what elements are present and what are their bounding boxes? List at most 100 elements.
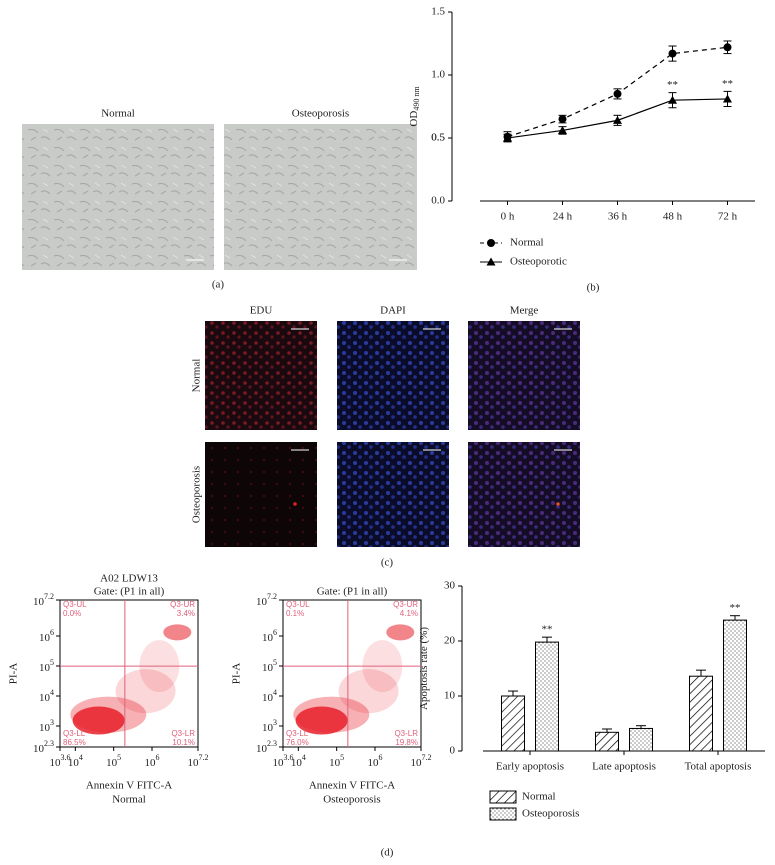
- x-tick-label: 36 h: [608, 211, 628, 223]
- y-tick-label: 107.2: [33, 592, 54, 608]
- red-cell: [556, 502, 560, 506]
- y-tick-label-base: 10: [262, 692, 274, 704]
- column-label: EDU: [250, 305, 273, 317]
- x-tick-label: 105: [329, 753, 344, 769]
- quadrant-percent: 19.8%: [395, 738, 418, 747]
- x-tick-label-base: 10: [68, 757, 80, 769]
- cell-cloud: [70, 696, 147, 733]
- data-point: [723, 94, 732, 103]
- y-tick-label-base: 10: [39, 722, 51, 734]
- cell-cloud: [338, 669, 399, 714]
- x-tick-label: 103.6: [50, 753, 71, 769]
- x-tick-label: 104: [68, 753, 83, 769]
- y-tick-label-base: 10: [262, 662, 274, 674]
- data-point: [503, 133, 512, 142]
- x-tick-label: 106: [368, 753, 383, 769]
- x-tick-label-exponent: 5: [340, 753, 344, 762]
- y-tick-label-exponent: 2.3: [44, 739, 54, 748]
- fluorescence-image: [337, 321, 449, 430]
- x-tick-label-exponent: 3.6: [284, 753, 294, 762]
- x-tick-label-base: 10: [145, 757, 157, 769]
- legend-swatch: [489, 807, 517, 821]
- y-tick-label-exponent: 3: [50, 718, 54, 727]
- data-point: [668, 95, 677, 104]
- red-cell: [293, 502, 297, 506]
- x-tick-label-exponent: 6: [156, 753, 160, 762]
- quadrant-percent: 4.1%: [400, 609, 418, 618]
- x-tick-label-exponent: 7.2: [422, 753, 432, 762]
- y-tick-label: 10: [444, 690, 456, 702]
- cell-cloud: [386, 624, 415, 641]
- y-tick-label: 0.0: [431, 195, 445, 207]
- legend-label: Normal: [510, 237, 544, 249]
- quadrant-percent: 0.1%: [286, 609, 304, 618]
- plot-frame: [59, 599, 199, 748]
- y-axis-label-text: OD: [408, 111, 420, 127]
- y-tick-label-exponent: 4: [273, 688, 277, 697]
- quadrant-name: Q3-UR: [393, 600, 418, 609]
- y-axis-label: Apoptosis rate (%): [418, 627, 430, 710]
- quadrant-percent: 10.1%: [172, 738, 195, 747]
- x-tick-label: 104: [291, 753, 306, 769]
- y-tick-label: 20: [444, 635, 456, 647]
- quadrant-name: Q3-UL: [63, 600, 87, 609]
- x-axis-label: Annexin V FITC-A: [309, 780, 395, 792]
- x-tick-label: 107.2: [188, 753, 209, 769]
- quadrant-percent: 86.5%: [63, 738, 86, 747]
- y-axis-label-text: Apoptosis rate (%): [418, 627, 430, 710]
- y-tick-label: 104: [262, 688, 277, 704]
- x-tick-label-exponent: 6: [379, 753, 383, 762]
- y-tick-label-base: 10: [256, 743, 268, 755]
- y-tick-label-base: 10: [262, 722, 274, 734]
- quadrant-name: Q3-UR: [170, 600, 195, 609]
- column-label: Merge: [510, 305, 539, 317]
- bar: [535, 641, 559, 752]
- y-tick-label: 0: [450, 745, 456, 757]
- x-tick-label: 103.6: [273, 753, 294, 769]
- y-tick-label-exponent: 6: [50, 628, 54, 637]
- y-tick-label: 107.2: [256, 592, 277, 608]
- x-tick-label-base: 10: [273, 757, 285, 769]
- y-tick-label-exponent: 3: [273, 718, 277, 727]
- significance-mark: **: [730, 602, 741, 614]
- y-tick-label-base: 10: [256, 596, 268, 608]
- y-tick-label: 105: [262, 658, 277, 674]
- y-tick-label: 103: [39, 718, 54, 734]
- fluorescence-image: [337, 442, 449, 547]
- flow-title: Gate: (P1 in all): [94, 586, 165, 598]
- data-point: [668, 49, 677, 58]
- x-tick-label-base: 10: [368, 757, 380, 769]
- micrograph-label: Normal: [101, 108, 135, 120]
- row-label: Osteoporosis: [191, 466, 203, 523]
- x-tick-label-base: 10: [291, 757, 303, 769]
- y-tick-label: 1.5: [431, 6, 445, 18]
- column-label: DAPI: [380, 305, 406, 317]
- x-tick-label: 106: [145, 753, 160, 769]
- x-tick-label: 48 h: [663, 211, 683, 223]
- fluorescence-image: [468, 321, 580, 430]
- y-tick-label-base: 10: [39, 632, 51, 644]
- quadrant-percent: 76.0%: [286, 738, 309, 747]
- x-tick-label-exponent: 3.6: [61, 753, 71, 762]
- quadrant-name: Q3-LR: [394, 729, 418, 738]
- quadrant-percent: 0.0%: [63, 609, 81, 618]
- x-tick-label-base: 10: [106, 757, 118, 769]
- x-tick-label-exponent: 5: [117, 753, 121, 762]
- y-tick-label: 106: [39, 628, 54, 644]
- panel-label: (d): [381, 847, 394, 859]
- x-tick-label: 72 h: [718, 211, 738, 223]
- y-tick-label: 0.5: [431, 132, 445, 144]
- data-point: [613, 115, 622, 124]
- cell-cloud: [293, 696, 370, 733]
- data-point: [723, 43, 732, 52]
- x-tick-label-exponent: 4: [302, 753, 306, 762]
- quadrant-percent: 3.4%: [177, 609, 195, 618]
- y-tick-label-base: 10: [262, 632, 274, 644]
- fluorescence-image: [205, 442, 317, 547]
- flow-caption: Osteoporosis: [323, 794, 380, 806]
- x-tick-label: 107.2: [411, 753, 432, 769]
- legend-marker: [486, 257, 496, 266]
- y-tick-label: 105: [39, 658, 54, 674]
- cell-population: [70, 624, 192, 735]
